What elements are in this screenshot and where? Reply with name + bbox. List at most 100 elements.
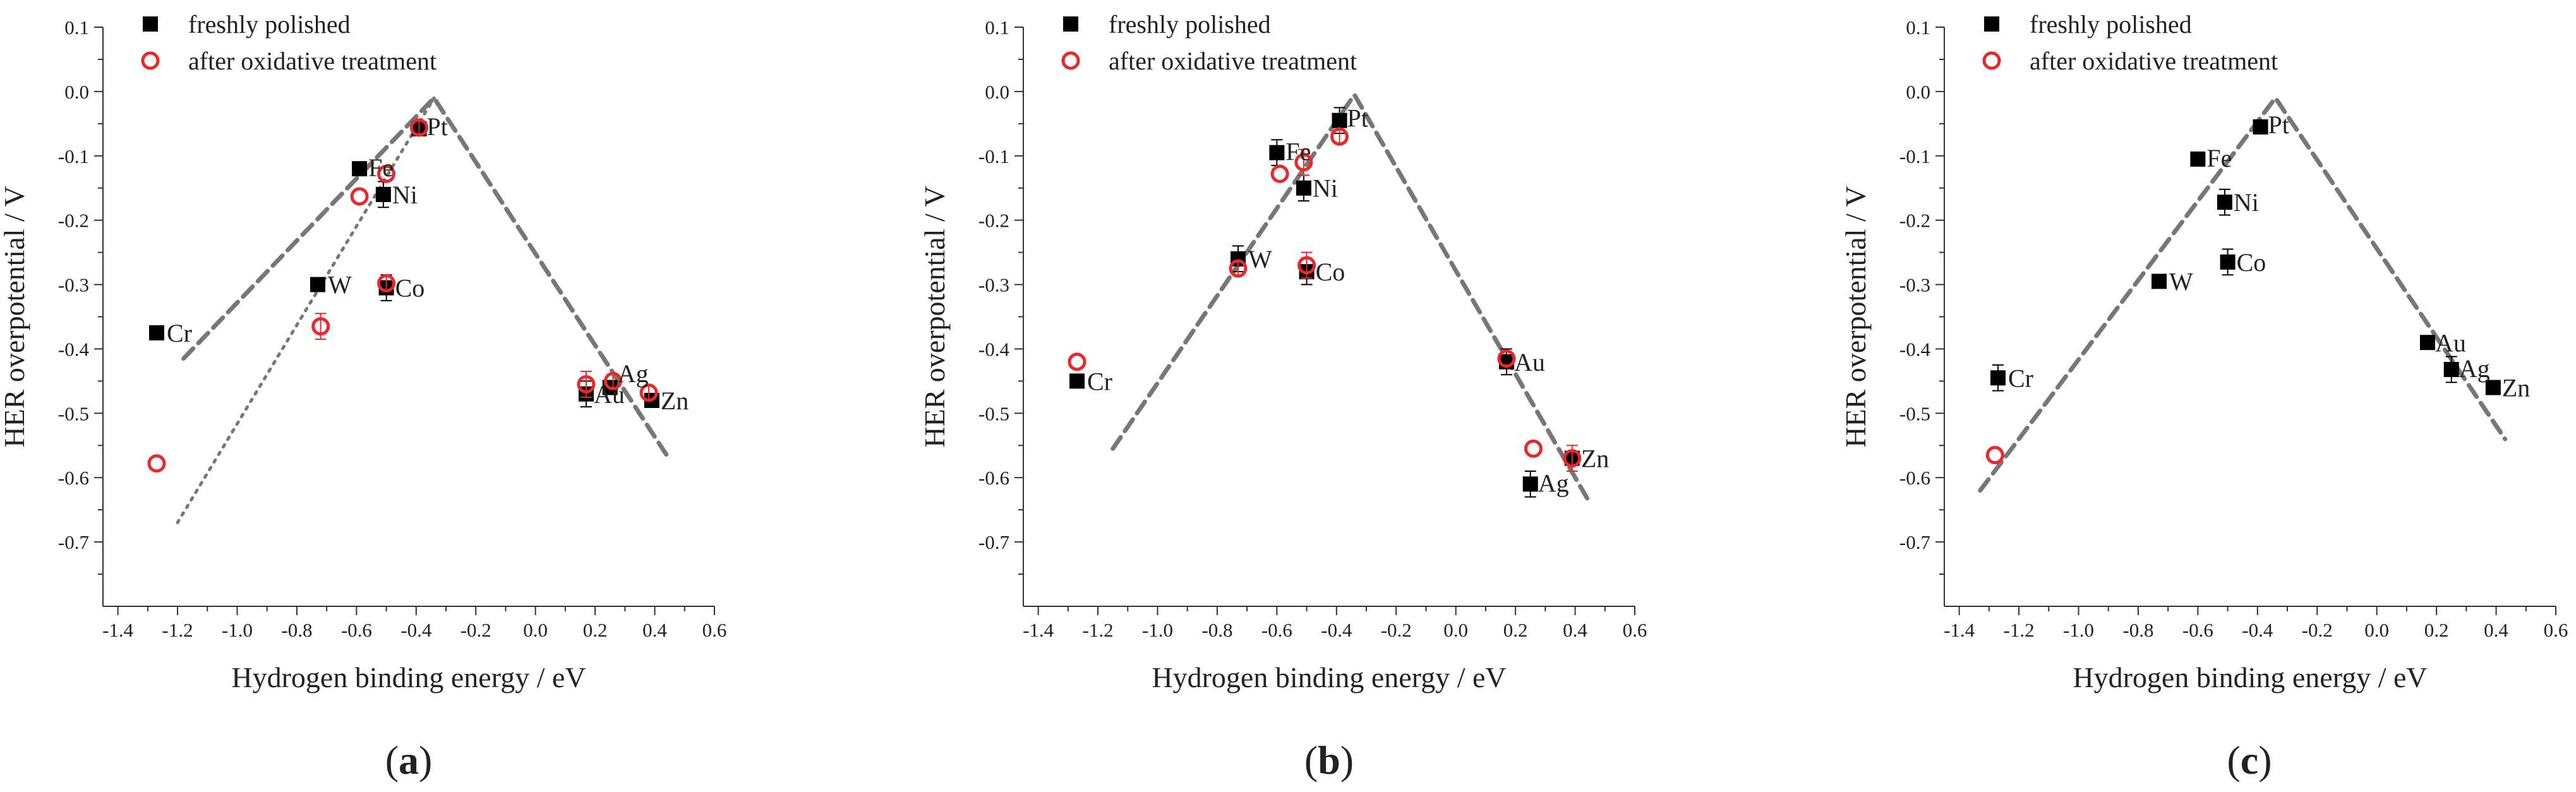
x-tick-label: -1.4 — [1944, 619, 1975, 641]
legend-marker-oxidized — [1061, 51, 1080, 70]
marker-oxidized-w — [1229, 259, 1248, 278]
panel-caption-letter: a — [399, 738, 419, 783]
y-tick-label: -0.5 — [978, 402, 1009, 424]
y-axis-title: HER overpotential / V — [0, 186, 30, 447]
legend-marker-fresh — [1063, 16, 1078, 32]
panel-caption: (c) — [2227, 738, 2272, 783]
marker-fresh-co — [2220, 254, 2236, 270]
point-label-fe: Fe — [2206, 144, 2232, 172]
y-tick-label: -0.7 — [58, 531, 89, 553]
marker-fresh-fe — [1269, 145, 1285, 160]
x-tick-label: -1.2 — [1083, 619, 1114, 641]
x-tick-label: -0.2 — [460, 619, 491, 641]
x-tick-label: -1.4 — [102, 619, 134, 641]
marker-oxidized-cr — [147, 454, 166, 473]
point-label-pt: Pt — [1347, 104, 1368, 133]
x-axis-title: Hydrogen binding energy / eV — [2073, 661, 2427, 693]
y-tick-label: -0.5 — [1899, 402, 1930, 424]
marker-oxidized-cr — [1068, 352, 1086, 371]
point-label-ag: Ag — [618, 359, 649, 388]
marker-oxidized-ni — [1294, 153, 1313, 172]
x-tick-label: -1.0 — [2063, 619, 2094, 641]
x-tick-label: -0.6 — [2182, 619, 2213, 641]
y-tick-label: -0.4 — [58, 338, 90, 360]
marker-fresh-pt — [2253, 119, 2268, 135]
legend-label-oxidized: after oxidative treatment — [2030, 47, 2278, 75]
x-tick-label: -0.8 — [2122, 619, 2153, 641]
legend-marker-oxidized — [1982, 51, 2001, 70]
y-tick-label: 0.0 — [985, 81, 1009, 103]
panel-caption-letter: c — [2241, 738, 2258, 783]
point-label-ni: Ni — [2234, 188, 2259, 217]
marker-oxidized-ni — [377, 164, 396, 183]
y-tick-label: -0.1 — [1899, 145, 1930, 167]
marker-oxidized-ag — [603, 371, 622, 390]
legend-label-oxidized: after oxidative treatment — [188, 47, 436, 75]
point-label-w: W — [2169, 267, 2193, 296]
marker-oxidized-zn — [1563, 449, 1582, 468]
marker-oxidized-co — [377, 274, 396, 293]
x-tick-label: 0.0 — [2364, 619, 2389, 641]
point-label-pt: Pt — [2268, 111, 2289, 139]
x-tick-label: -0.8 — [281, 619, 312, 641]
legend-marker-oxidized — [141, 51, 160, 70]
marker-oxidized-au — [577, 375, 596, 393]
y-tick-label: -0.2 — [1899, 210, 1930, 232]
point-label-ni: Ni — [392, 181, 418, 209]
y-tick-label: -0.1 — [978, 145, 1009, 167]
x-tick-label: -0.4 — [400, 619, 432, 641]
y-axis-title: HER overpotential / V — [918, 186, 951, 447]
x-axis-title: Hydrogen binding energy / eV — [231, 661, 586, 693]
panel-caption-close: ) — [419, 738, 432, 783]
panel-b: -1.4 -1.2 -1.0 -0.8 -0.6 -0.4 -0.2 0.0 0.2 0.4 0.6… — [918, 10, 1647, 783]
x-tick-label: -0.4 — [1321, 619, 1352, 641]
marker-fresh-cr — [148, 325, 164, 340]
marker-oxidized-w — [311, 317, 330, 336]
marker-fresh-au — [2419, 335, 2435, 351]
marker-oxidized-pt — [410, 118, 429, 137]
y-tick-label: -0.7 — [978, 531, 1009, 553]
marker-oxidized-au — [1497, 349, 1516, 368]
legend-marker-fresh — [143, 16, 158, 32]
x-tick-label: -0.2 — [2302, 619, 2333, 641]
legend-label-oxidized: after oxidative treatment — [1109, 47, 1357, 75]
point-label-fe: Fe — [368, 153, 394, 182]
marker-fresh-w — [310, 277, 325, 292]
x-tick-label: -0.8 — [1201, 619, 1232, 641]
y-axis-title: HER overpotential / V — [1839, 186, 1872, 447]
point-label-ni: Ni — [1313, 174, 1338, 203]
marker-oxidized-zn — [639, 383, 658, 402]
panel-caption-close: ) — [2258, 738, 2272, 783]
panel-caption-open: ( — [385, 738, 399, 783]
y-tick-label: -0.3 — [1899, 274, 1930, 296]
panel-caption-close: ) — [1340, 738, 1354, 783]
marker-fresh-ni — [1296, 180, 1311, 196]
point-label-cr: Cr — [1087, 367, 1112, 395]
marker-oxidized-co — [1297, 256, 1316, 275]
y-tick-label: -0.4 — [1899, 338, 1931, 360]
x-tick-label: -1.0 — [1142, 619, 1173, 641]
legend-label-fresh: freshly polished — [188, 10, 351, 39]
panel-caption-letter: b — [1318, 738, 1340, 783]
y-tick-label: -0.7 — [1899, 531, 1930, 553]
y-tick-label: -0.6 — [978, 467, 1009, 489]
y-tick-label: 0.0 — [1906, 81, 1930, 103]
x-tick-label: 0.4 — [1563, 619, 1587, 641]
marker-fresh-cr — [1990, 370, 2006, 386]
point-label-au: Au — [1514, 348, 1545, 376]
x-tick-label: 0.6 — [702, 619, 727, 641]
panel-caption: (a) — [385, 738, 433, 783]
point-label-ag: Ag — [2459, 354, 2490, 383]
marker-fresh-zn — [2485, 380, 2501, 395]
marker-oxidized-fe — [350, 187, 369, 206]
x-tick-label: -0.6 — [341, 619, 372, 641]
point-label-zn: Zn — [2502, 374, 2530, 402]
y-tick-label: 0.0 — [64, 81, 89, 103]
x-tick-label: 0.2 — [583, 619, 608, 641]
marker-fresh-cr — [1069, 373, 1085, 389]
x-axis-title: Hydrogen binding energy / eV — [1152, 661, 1506, 693]
x-tick-label: -0.6 — [1261, 619, 1292, 641]
x-tick-label: 0.4 — [2484, 619, 2508, 641]
marker-fresh-ni — [2217, 195, 2232, 210]
